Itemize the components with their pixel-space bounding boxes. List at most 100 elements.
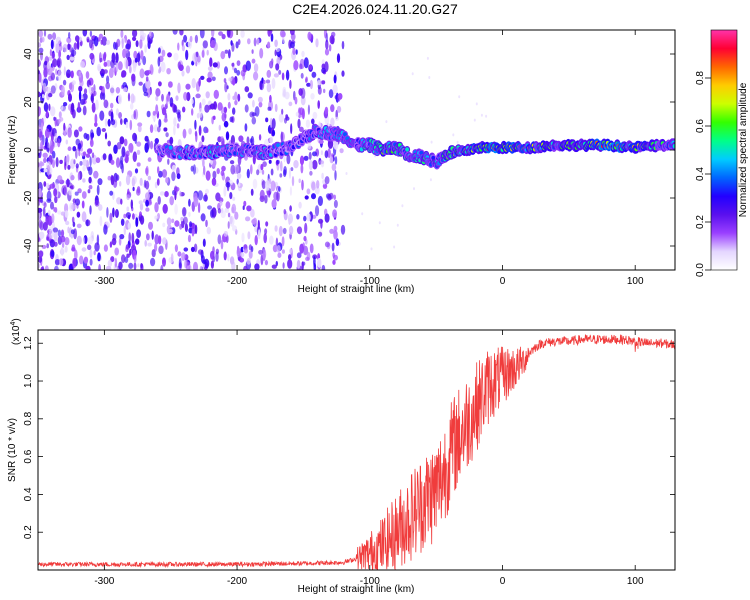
noise-blob	[140, 263, 143, 269]
noise-blob	[253, 63, 259, 73]
noise-blob	[52, 150, 56, 159]
noise-blob	[109, 212, 113, 223]
noise-blob	[55, 42, 60, 54]
noise-blob	[119, 136, 125, 145]
noise-blob	[201, 49, 205, 58]
noise-blob	[167, 158, 170, 165]
noise-blob	[332, 84, 338, 95]
noise-blob	[278, 113, 284, 123]
noise-blob	[219, 200, 223, 206]
noise-blob	[206, 226, 211, 235]
noise-blob	[136, 229, 142, 239]
noise-blob	[107, 259, 113, 268]
noise-blob	[238, 182, 241, 187]
noise-blob	[125, 212, 131, 219]
noise-blob	[301, 50, 305, 58]
noise-blob	[131, 73, 136, 82]
noise-blob	[185, 65, 191, 74]
noise-blob	[317, 257, 322, 268]
noise-blob	[339, 148, 344, 154]
noise-blob	[145, 192, 150, 200]
noise-blob	[247, 92, 253, 99]
noise-blob	[76, 235, 82, 246]
noise-blob	[138, 200, 143, 205]
noise-blob	[38, 145, 41, 154]
noise-blob	[296, 259, 301, 269]
noise-blob	[152, 110, 156, 116]
noise-blob	[290, 167, 294, 172]
noise-blob	[282, 35, 285, 44]
noise-blob	[314, 205, 320, 217]
noise-blob	[196, 55, 201, 63]
noise-blob	[89, 205, 92, 215]
noise-blob	[70, 229, 75, 235]
noise-blob	[72, 221, 76, 228]
noise-blob	[58, 111, 62, 119]
noise-blob	[66, 37, 72, 44]
noise-blob	[171, 218, 175, 223]
noise-blob	[289, 248, 293, 255]
noise-blob	[154, 181, 158, 189]
noise-blob	[250, 188, 254, 196]
noise-blob	[114, 257, 118, 268]
noise-blob	[216, 168, 220, 175]
noise-blob	[68, 32, 71, 39]
noise-blob	[393, 245, 396, 249]
noise-blob	[103, 61, 108, 67]
noise-blob	[306, 213, 311, 222]
noise-blob	[456, 140, 459, 144]
noise-blob	[97, 252, 101, 262]
noise-blob	[265, 117, 269, 123]
noise-blob	[176, 123, 180, 129]
noise-blob	[251, 58, 256, 64]
noise-blob	[82, 165, 86, 172]
noise-blob	[74, 249, 78, 261]
noise-blob	[116, 197, 122, 205]
noise-blob	[181, 207, 187, 217]
noise-blob	[57, 175, 63, 183]
noise-blob	[133, 110, 136, 120]
noise-blob	[305, 119, 310, 128]
noise-blob	[70, 204, 76, 210]
noise-blob	[299, 107, 304, 116]
noise-blob	[118, 261, 123, 270]
noise-blob	[93, 36, 99, 47]
noise-blob	[121, 146, 126, 158]
noise-blob	[266, 83, 272, 93]
noise-blob	[177, 82, 181, 94]
noise-blob	[46, 164, 51, 176]
noise-blob	[316, 180, 320, 189]
noise-blob	[221, 33, 226, 40]
noise-blob	[99, 215, 103, 227]
noise-blob	[240, 69, 246, 77]
noise-blob	[76, 40, 80, 50]
noise-blob	[40, 140, 44, 150]
noise-blob	[300, 87, 306, 99]
noise-blob	[70, 232, 74, 239]
noise-blob	[116, 38, 121, 48]
noise-blob	[258, 101, 263, 108]
noise-blob	[115, 52, 119, 63]
noise-blob	[76, 211, 81, 218]
noise-blob	[75, 148, 78, 159]
noise-blob	[174, 220, 180, 227]
noise-blob	[309, 243, 314, 254]
noise-blob	[224, 81, 228, 93]
noise-blob	[135, 40, 139, 48]
noise-blob	[120, 155, 124, 165]
noise-blob	[205, 188, 209, 194]
noise-blob	[207, 205, 213, 210]
noise-blob	[270, 168, 274, 176]
noise-blob	[132, 30, 138, 38]
noise-blob	[220, 51, 226, 60]
noise-blob	[282, 262, 285, 269]
noise-blob	[175, 95, 179, 101]
noise-blob	[94, 113, 98, 125]
noise-blob	[304, 195, 309, 200]
noise-blob	[243, 248, 248, 254]
noise-blob	[267, 106, 272, 111]
noise-blob	[68, 93, 72, 102]
x-tick-label: -100	[360, 576, 380, 587]
x-tick-label: 100	[627, 276, 644, 287]
